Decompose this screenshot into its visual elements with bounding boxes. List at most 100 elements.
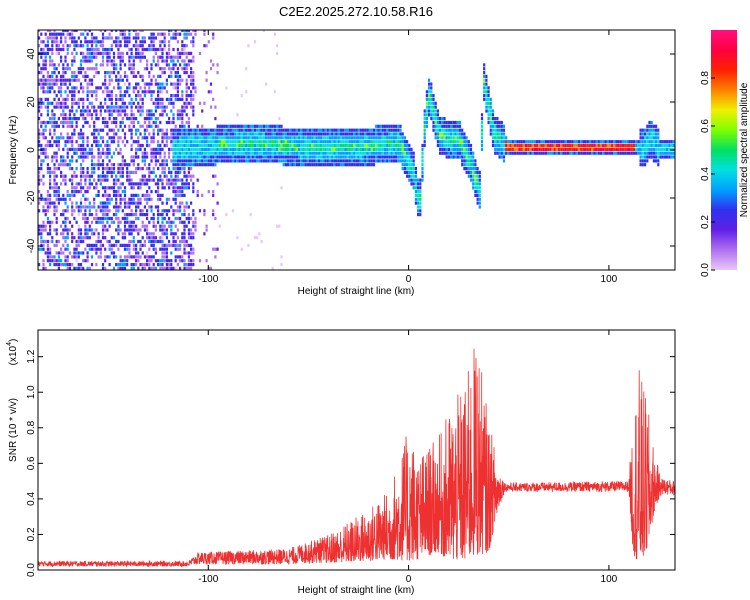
spectrogram-cell (66, 263, 69, 267)
spectrogram-cell (262, 30, 265, 32)
spectrogram-cell (128, 163, 131, 167)
spectrogram-cell (630, 151, 633, 155)
spectrogram-cell (522, 151, 525, 155)
spectrogram-cell (64, 209, 67, 213)
spectrogram-cell (372, 143, 376, 148)
spectrogram-cell (434, 109, 437, 113)
spectrogram-cell (414, 190, 417, 194)
spectrogram-cell (324, 132, 327, 136)
spectrogram-cell (287, 128, 290, 132)
spectrogram-cell (192, 44, 195, 48)
spectrogram-cell (670, 147, 673, 151)
spectrogram-cell (212, 209, 215, 213)
spectrogram-cell (450, 128, 453, 132)
spectrogram-cell (172, 190, 175, 194)
spectrogram-cell (540, 147, 543, 151)
spectrogram-cell (344, 136, 347, 140)
spectrogram-cell (112, 190, 116, 194)
spectrogram-cell (641, 151, 644, 155)
spectrogram-cell (97, 151, 100, 155)
spectrogram-cell (179, 243, 182, 247)
spectrogram-cell (57, 32, 60, 36)
spectrogram-cell (575, 147, 578, 151)
spectrogram-cell (410, 159, 413, 163)
spectrogram-cell (73, 94, 76, 98)
spectrogram-cell (139, 44, 142, 48)
spectrogram-cell (112, 59, 116, 63)
spectrogram-cell (628, 147, 631, 151)
spectrogram-cell (146, 47, 149, 52)
spectrogram-cell (44, 36, 47, 40)
spectrogram-cell (586, 151, 589, 155)
spectrogram-cell (165, 59, 168, 63)
spectrogram-cell (90, 40, 94, 44)
spectrogram-cell (77, 224, 80, 228)
spectrogram-cell (187, 32, 190, 36)
spectrogram-ylabel: Frequency (Hz) (8, 116, 19, 185)
spectrogram-cell (53, 90, 56, 94)
spectrogram-cell (84, 190, 87, 194)
spectrogram-cell (104, 259, 107, 263)
spectrogram-cell (130, 147, 133, 151)
spectrogram-cell (146, 90, 149, 94)
spectrogram-cell (115, 190, 118, 194)
spectrogram-cell (595, 151, 598, 155)
spectrogram-cell (174, 86, 177, 90)
spectrogram-cell (112, 71, 116, 75)
spectrogram-cell (494, 132, 497, 136)
spectrogram-cell (73, 113, 76, 117)
spectrogram-cell (108, 82, 111, 86)
spectrogram-cell (51, 186, 54, 190)
spectrogram-cell (168, 182, 171, 186)
spectrogram-cell (132, 159, 135, 163)
spectrogram-cell (183, 63, 186, 67)
spectrogram-cell (502, 132, 506, 136)
spectrogram-cell (40, 151, 43, 155)
spectrogram-cell (99, 143, 102, 148)
spectrogram-cell (159, 90, 162, 94)
spectrogram-cell (86, 143, 89, 148)
spectrogram-cell (53, 78, 56, 82)
spectrogram-cell (194, 86, 197, 90)
spectrogram-cell (342, 163, 345, 167)
spectrogram-cell (229, 136, 232, 140)
spectrogram-cell (150, 36, 153, 40)
spectrogram-cell (40, 239, 43, 244)
snr-ytick-label: 0.8 (26, 420, 37, 434)
spectrogram-cell (165, 82, 168, 86)
spectrogram-cell (203, 155, 206, 159)
spectrogram-cell (447, 147, 450, 151)
spectrogram-cell (637, 147, 640, 151)
spectrogram-cell (423, 120, 426, 125)
spectrogram-cell (185, 147, 188, 151)
spectrogram-cell (49, 128, 52, 132)
spectrogram-cell (357, 147, 360, 151)
spectrogram-cell (192, 71, 195, 75)
spectrogram-cell (258, 136, 261, 140)
spectrogram-cell (432, 101, 435, 105)
spectrogram-cell (447, 124, 450, 128)
spectrogram-cell (75, 86, 78, 90)
spectrogram-cell (216, 136, 219, 140)
spectrogram-cell (500, 155, 503, 159)
spectrogram-cell (71, 236, 74, 240)
spectrogram-cell (60, 232, 63, 236)
spectrogram-cell (196, 136, 199, 140)
spectrogram-cell (148, 120, 151, 125)
spectrogram-cell (289, 143, 292, 148)
spectrogram-cell (456, 120, 459, 125)
spectrogram-cell (130, 155, 133, 159)
spectrogram-cell (353, 159, 356, 163)
spectrogram-cell (293, 132, 296, 136)
spectrogram-cell (119, 59, 122, 63)
spectrogram-cell (280, 186, 283, 190)
spectrogram-cell (154, 117, 157, 121)
spectrogram-cell (505, 140, 508, 144)
spectrogram-cell (271, 155, 274, 159)
spectrogram-cell (309, 159, 312, 163)
spectrogram-cell (42, 259, 45, 263)
spectrogram-cell (84, 155, 87, 159)
spectrogram-cell (476, 201, 479, 205)
spectrogram-cell (117, 205, 120, 209)
spectrogram-cell (267, 140, 270, 144)
